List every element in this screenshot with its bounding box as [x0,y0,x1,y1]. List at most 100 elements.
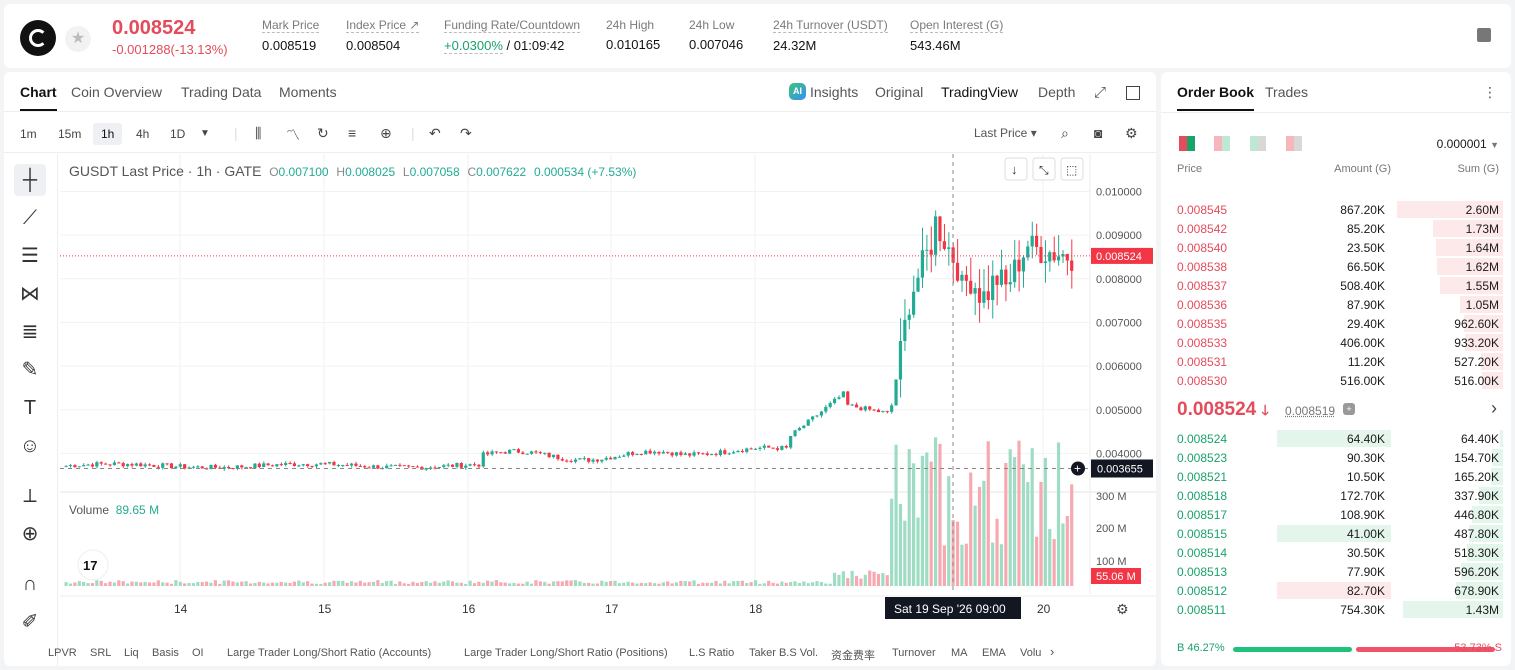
candle-body[interactable] [767,445,771,448]
candle-body[interactable] [455,463,459,467]
candle-body[interactable] [270,465,275,467]
candle-body[interactable] [99,462,103,464]
candle-body[interactable] [371,465,376,468]
settings-list-icon[interactable]: ≡ [348,125,357,141]
trendline-icon[interactable]: ⟋ [23,207,37,229]
candle-body[interactable] [692,452,696,456]
ind-ls-ratio[interactable]: L.S Ratio [689,647,735,659]
candle-body[interactable] [885,411,889,413]
candle-body[interactable] [174,466,178,469]
candle-body[interactable] [1021,257,1025,272]
candle-body[interactable] [376,465,380,469]
tab-trades[interactable]: Trades [1265,84,1309,100]
chevron-right-icon[interactable]: › [1050,644,1055,659]
candle-body[interactable] [1061,254,1065,257]
candle-body[interactable] [890,405,894,412]
candle-body[interactable] [907,314,911,320]
candle-body[interactable] [235,465,239,469]
candle-body[interactable] [582,458,586,460]
fib-icon[interactable]: ≣ [21,321,39,343]
expand-icon[interactable]: ⤢ [1094,84,1107,101]
candle-body[interactable] [319,463,323,465]
candle-body[interactable] [152,465,156,467]
candle-body[interactable] [617,456,621,458]
candle-body[interactable] [354,463,358,466]
bid-row[interactable]: 0.008523 90.30K 154.70K [1161,448,1511,467]
candle-body[interactable] [156,466,160,468]
ind-srl[interactable]: SRL [90,647,112,659]
candle-body[interactable] [248,467,253,469]
candle-body[interactable] [494,451,499,453]
indicators-icon[interactable]: 〽 [286,127,300,143]
candle-body[interactable] [850,404,854,406]
ind-liq[interactable]: Liq [124,647,139,659]
candle-body[interactable] [569,460,573,462]
candle-body[interactable] [762,445,766,448]
candle-body[interactable] [253,463,257,469]
candle-body[interactable] [797,428,802,431]
candle-body[interactable] [310,466,314,468]
tab-order-book[interactable]: Order Book [1177,84,1255,111]
candle-body[interactable] [433,467,437,469]
candle-body[interactable] [266,463,270,466]
candle-body[interactable] [1004,269,1008,285]
candle-body[interactable] [117,462,121,464]
ask-row[interactable]: 0.008538 66.50K 1.62M [1161,257,1511,276]
candle-body[interactable] [341,464,345,466]
candle-body[interactable] [327,461,332,464]
candle-body[interactable] [240,465,244,468]
candle-body[interactable] [811,416,815,420]
candle-body[interactable] [323,463,327,465]
ind-ma[interactable]: MA [951,647,968,659]
add-indicator-icon[interactable]: ⊕ [380,125,392,141]
candle-body[interactable] [262,463,266,468]
candle-body[interactable] [86,464,90,466]
ask-row[interactable]: 0.008531 11.20K 527.20K [1161,352,1511,371]
undo-icon[interactable]: ↶ [429,125,441,141]
candle-body[interactable] [894,379,898,406]
candle-body[interactable] [486,452,490,455]
crosshair-icon[interactable]: ┼ [14,164,46,196]
candle-body[interactable] [881,411,885,413]
candle-body[interactable] [468,464,472,466]
candle-body[interactable] [977,288,982,303]
candle-body[interactable] [626,452,630,456]
candle-body[interactable] [828,403,832,407]
candle-body[interactable] [450,464,455,467]
candle-body[interactable] [920,250,924,278]
scroll-down-button[interactable] [1004,157,1028,181]
bid-row[interactable]: 0.008514 30.50K 518.30K [1161,543,1511,562]
candle-body[interactable] [68,465,73,467]
candle-body[interactable] [178,464,182,467]
tab-chart[interactable]: Chart [20,84,57,111]
candle-body[interactable] [411,466,415,468]
candle-body[interactable] [77,466,81,468]
candle-body[interactable] [947,247,951,249]
candle-body[interactable] [279,464,283,466]
candle-body[interactable] [169,463,174,469]
redo-icon[interactable]: ↷ [460,125,472,141]
candle-body[interactable] [90,464,95,467]
candle-body[interactable] [771,447,775,449]
candle-body[interactable] [701,453,705,455]
candle-body[interactable] [1008,282,1012,285]
ind-funding-rate[interactable]: 资金费率 [831,650,875,662]
candle-body[interactable] [1070,260,1074,271]
candle-body[interactable] [477,464,481,467]
tf-1m[interactable]: 1m [20,127,37,141]
candle-body[interactable] [363,466,367,468]
bid-row[interactable]: 0.008518 172.70K 337.90K [1161,486,1511,505]
ask-row[interactable]: 0.008545 867.20K 2.60M [1161,200,1511,219]
view-tradingview[interactable]: TradingView [941,84,1019,100]
candle-body[interactable] [565,460,569,462]
candle-body[interactable] [657,451,661,454]
bid-row[interactable]: 0.008521 10.50K 165.20K [1161,467,1511,486]
candle-body[interactable] [367,467,371,469]
candle-body[interactable] [942,241,946,249]
candle-body[interactable] [973,288,977,294]
candle-body[interactable] [516,449,520,453]
candle-body[interactable] [275,464,279,467]
candle-body[interactable] [1030,235,1034,247]
candle-body[interactable] [573,459,578,462]
candle-body[interactable] [964,274,968,281]
